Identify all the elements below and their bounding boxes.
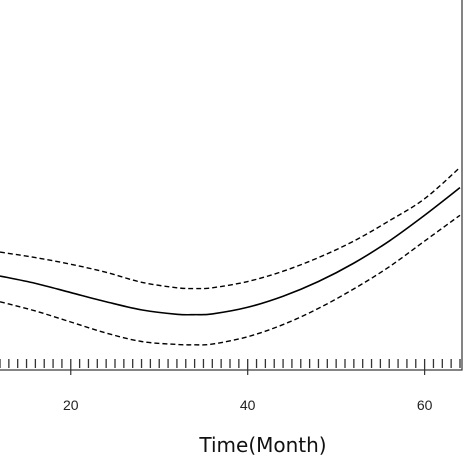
plot-frame-top-right: [0, 0, 463, 371]
x-tick-label: 60: [417, 397, 433, 413]
series-lines: [0, 166, 461, 346]
x-tick-label: 40: [240, 397, 256, 413]
series-estimate-line: [0, 187, 461, 316]
x-tick-labels: 20 40 60: [63, 368, 433, 413]
x-axis-title: Time(Month): [198, 433, 326, 457]
series-lower-ci-line: [0, 214, 461, 346]
x-tick-label: 20: [63, 397, 79, 413]
rug-marks: [0, 359, 461, 368]
series-upper-ci-line: [0, 166, 461, 290]
